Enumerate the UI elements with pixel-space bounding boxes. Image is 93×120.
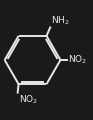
Text: NH$_2$: NH$_2$ [51,14,70,27]
Text: NO$_2$: NO$_2$ [68,54,87,66]
Text: NO$_2$: NO$_2$ [19,93,38,106]
